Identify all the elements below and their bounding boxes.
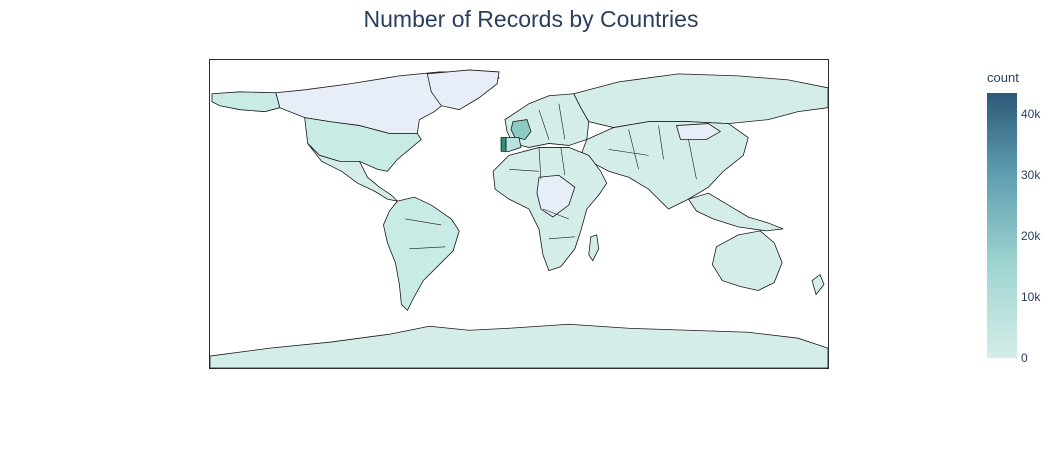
colorbar-tick-label: 20k xyxy=(1021,229,1041,244)
region-france[interactable] xyxy=(510,119,532,140)
map-title: Number of Records by Countries xyxy=(363,6,699,32)
region-southeast-asia[interactable] xyxy=(687,192,784,232)
colorbar-tick-label: 0 xyxy=(1021,351,1028,365)
region-madagascar[interactable] xyxy=(588,234,600,262)
region-antarctica[interactable] xyxy=(210,323,828,368)
colorbar-tick-label: 40k xyxy=(1021,107,1041,122)
world-map-svg xyxy=(210,69,828,368)
region-portugal[interactable] xyxy=(500,137,507,152)
choropleth-map[interactable] xyxy=(209,59,829,369)
region-new-zealand[interactable] xyxy=(811,273,825,296)
region-central-africa[interactable] xyxy=(536,174,576,218)
region-mexico[interactable] xyxy=(307,143,399,202)
region-south-america[interactable] xyxy=(383,196,460,312)
colorbar-tick-label: 10k xyxy=(1021,290,1041,305)
colorbar-title: count xyxy=(987,70,1019,85)
region-spain[interactable] xyxy=(505,137,522,152)
region-australia[interactable] xyxy=(711,230,783,291)
colorbar-tick-label: 30k xyxy=(1021,168,1041,183)
region-greenland[interactable] xyxy=(426,69,500,111)
region-asia[interactable] xyxy=(580,121,749,210)
region-mongolia[interactable] xyxy=(675,123,722,140)
country-borders xyxy=(405,103,697,250)
colorbar-gradient xyxy=(987,93,1017,358)
region-russia[interactable] xyxy=(573,73,828,128)
region-alaska[interactable] xyxy=(211,91,281,113)
